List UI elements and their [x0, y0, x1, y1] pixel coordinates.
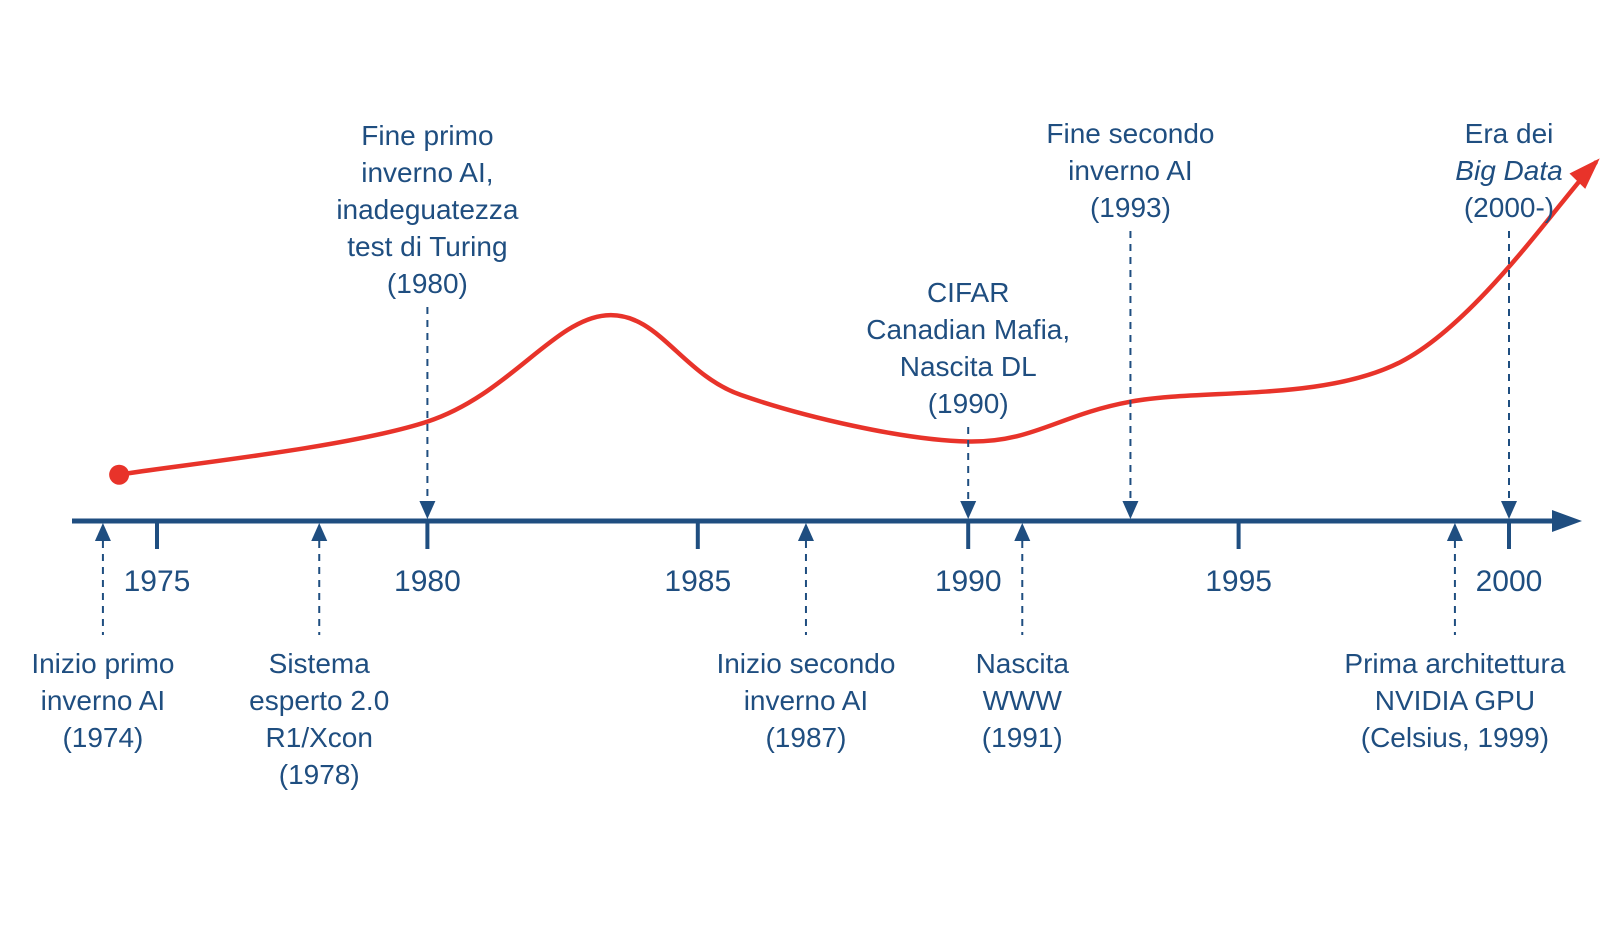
event-label-line: inverno AI, — [361, 157, 493, 188]
curve-arrow-icon — [1569, 158, 1600, 189]
trend-curve-group — [109, 158, 1600, 485]
time-axis-group: 1975 1980 1985 1990 1995 2000 — [72, 510, 1582, 598]
event-label-line: Inizio secondo — [716, 648, 895, 679]
axis-tick-label: 1990 — [935, 565, 1002, 598]
event-above-2000: Era dei Big Data (2000-) — [1455, 118, 1563, 519]
event-label-line: (1990) — [928, 388, 1009, 419]
event-above-1980: Fine primo inverno AI, inadeguatezza test d… — [336, 120, 519, 519]
events-group: Fine primo inverno AI, inadeguatezza test d… — [31, 118, 1565, 790]
event-above-1993: Fine secondo inverno AI (1993) — [1046, 118, 1214, 519]
up-arrow-icon — [1446, 523, 1463, 541]
event-label-line: inverno AI — [744, 685, 869, 716]
axis-tick-label: 1980 — [394, 565, 461, 598]
event-label-line: Inizio primo — [31, 648, 174, 679]
event-below-1974: Inizio primo inverno AI (1974) — [31, 523, 175, 753]
event-label-line: CIFAR — [927, 277, 1009, 308]
event-label-line: Era dei — [1465, 118, 1554, 149]
up-arrow-icon — [1014, 523, 1031, 541]
axis-tick-label: 1975 — [124, 565, 191, 598]
event-below-1978: Sistema esperto 2.0 R1/Xcon (1978) — [249, 523, 389, 790]
event-label-line: Nascita DL — [900, 351, 1037, 382]
event-label-line: (2000-) — [1464, 192, 1554, 223]
event-label-line: NVIDIA GPU — [1375, 685, 1535, 716]
event-label-line: (1993) — [1090, 192, 1171, 223]
event-label-line: (1991) — [982, 722, 1063, 753]
up-arrow-icon — [94, 523, 111, 541]
event-label-line: Big Data — [1455, 155, 1562, 186]
curve-start-dot — [109, 464, 130, 485]
event-label-line: Nascita — [976, 648, 1070, 679]
down-arrow-icon — [419, 501, 436, 519]
event-label-line: Fine primo — [361, 120, 493, 151]
event-label-line: Sistema — [269, 648, 371, 679]
event-label-line: (1974) — [62, 722, 143, 753]
axis-tick-label: 2000 — [1476, 565, 1543, 598]
event-label-line: WWW — [983, 685, 1063, 716]
event-label-line: Prima architettura — [1344, 648, 1565, 679]
up-arrow-icon — [311, 523, 328, 541]
axis-arrow-icon — [1552, 510, 1582, 532]
event-above-1990: CIFAR Canadian Mafia, Nascita DL (1990) — [866, 277, 1070, 519]
event-below-1999: Prima architettura NVIDIA GPU (Celsius, 19… — [1344, 523, 1566, 753]
event-label-line: (1980) — [387, 268, 468, 299]
down-arrow-icon — [1122, 501, 1139, 519]
event-label-line: test di Turing — [347, 231, 507, 262]
event-label-line: inverno AI — [1068, 155, 1193, 186]
event-label-line: Canadian Mafia, — [866, 314, 1070, 345]
axis-tick-label: 1995 — [1205, 565, 1272, 598]
event-label-line: (1978) — [279, 759, 360, 790]
axis-tick-label: 1985 — [664, 565, 731, 598]
event-label-line: R1/Xcon — [266, 722, 373, 753]
event-label-line: Fine secondo — [1046, 118, 1214, 149]
event-label-line: esperto 2.0 — [249, 685, 389, 716]
down-arrow-icon — [960, 501, 977, 519]
trend-curve — [116, 160, 1598, 477]
event-below-1987: Inizio secondo inverno AI (1987) — [716, 523, 895, 753]
event-label-line: (1987) — [765, 722, 846, 753]
up-arrow-icon — [797, 523, 814, 541]
event-label-line: inverno AI — [41, 685, 166, 716]
event-label-line: (Celsius, 1999) — [1361, 722, 1549, 753]
event-label-line: inadeguatezza — [336, 194, 519, 225]
event-below-1991: Nascita WWW (1991) — [976, 523, 1070, 753]
down-arrow-icon — [1501, 501, 1517, 519]
